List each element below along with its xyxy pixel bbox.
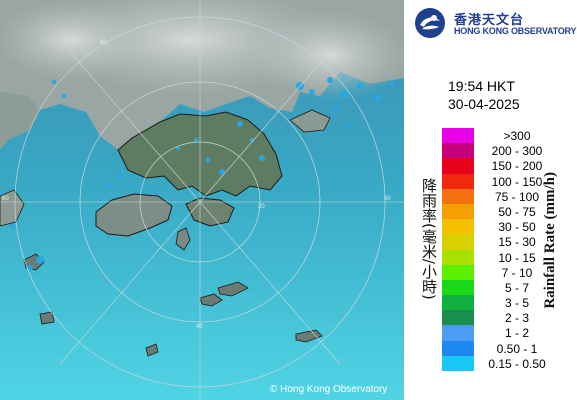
legend-swatch [442, 158, 474, 174]
legend-swatch [442, 295, 474, 311]
legend-label: 2 - 3 [504, 311, 529, 326]
ring-label: 40 [196, 324, 203, 330]
legend-label: 75 - 100 [494, 189, 540, 204]
legend-swatch [442, 355, 474, 371]
ring-label: 60 [2, 196, 9, 202]
legend-label: >300 [503, 129, 531, 143]
western-islands [23, 253, 159, 357]
radar-map-canvas: 60 60 60 40 20 [0, 0, 404, 400]
range-ring-labels: 60 60 60 40 20 [2, 40, 391, 330]
observation-date: 30-04-2025 [448, 96, 520, 112]
legend-title-cn: 降雨率(毫米/小時) [420, 178, 438, 300]
legend-swatch [442, 173, 474, 189]
rain-echoes [10, 77, 395, 271]
legend-label: 3 - 5 [504, 296, 529, 311]
legend-swatch [442, 188, 474, 204]
legend-label: 150 - 200 [491, 159, 543, 174]
legend-swatch [442, 264, 474, 280]
legend-swatch [442, 203, 474, 220]
legend-label: 15 - 30 [498, 235, 536, 250]
legend-label: 30 - 50 [498, 220, 536, 235]
legend-swatch [442, 219, 474, 235]
radial-lines [0, 0, 404, 400]
lantau-island [95, 193, 173, 237]
eastern-peninsula [289, 109, 331, 133]
legend-label: 7 - 10 [501, 265, 533, 280]
western-coast [0, 92, 40, 150]
radar-map: 60 60 60 40 20 © Hong Kong Observatory [0, 0, 404, 400]
copyright-text: © Hong Kong Observatory [270, 384, 388, 395]
org-name-cn: 香港天文台 [454, 13, 525, 28]
org-name-en: HONG KONG OBSERVATORY [454, 26, 577, 36]
observation-time: 19:54 HKT [448, 78, 515, 94]
legend-label: 0.50 - 1 [496, 341, 538, 356]
legend-panel: 香港天文台 HONG KONG OBSERVATORY 19:54 HKT 30… [404, 0, 577, 400]
ring-label: 60 [100, 40, 107, 46]
legend-label: 200 - 300 [491, 144, 543, 159]
ring-label: 60 [384, 196, 391, 202]
legend-label: 1 - 2 [504, 326, 529, 341]
legend-label: 50 - 75 [498, 204, 536, 219]
lamma-island [175, 227, 191, 251]
legend-label: 5 - 7 [504, 280, 529, 295]
ring-label: 20 [258, 204, 265, 210]
legend-label: 10 - 15 [498, 250, 536, 265]
south-islands [295, 329, 323, 343]
western-islands [0, 189, 25, 227]
legend-label: 0.15 - 0.50 [488, 356, 546, 371]
legend-swatch [442, 143, 474, 159]
legend-swatch [442, 249, 474, 265]
legend-swatch [442, 279, 474, 296]
legend-swatch [442, 340, 474, 356]
legend-swatch [442, 128, 474, 144]
legend-swatch [442, 325, 474, 341]
legend-swatch [442, 234, 474, 250]
cloud-cover [0, 0, 145, 80]
legend-swatch [442, 310, 474, 326]
legend-label: 100 - 150 [491, 174, 543, 189]
south-islands [199, 281, 249, 307]
observatory-logo-icon [415, 8, 445, 38]
